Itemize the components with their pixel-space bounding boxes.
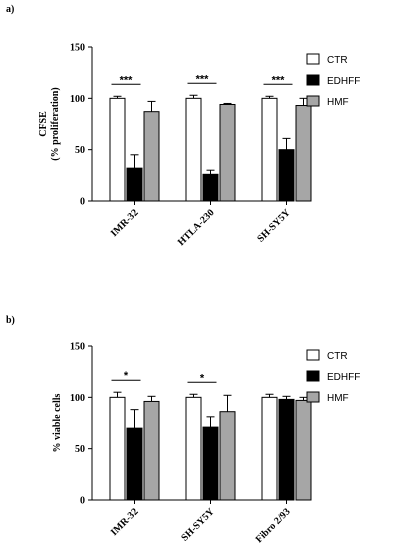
legend-label: CTR xyxy=(327,351,348,362)
y-axis-label: CFSE xyxy=(38,111,49,137)
y-tick-label: 100 xyxy=(70,94,85,105)
chart-panel-b: b) % viable cells 0 50 100 150 IMR-32 * SH-SY5Y *… xyxy=(6,315,360,545)
bar-ctr-sh-sy5y xyxy=(185,396,202,501)
bar-hmf-fibro-2-93 xyxy=(295,399,312,501)
bar-hmf-imr-32 xyxy=(143,400,160,501)
significance-marker: *** xyxy=(196,73,210,85)
bar-hmf-imr-32 xyxy=(143,111,160,202)
chart-panel-a: a) CFSE (% proliferation) 0 50 100 150 IMR-32 **… xyxy=(6,4,360,248)
significance-marker: * xyxy=(124,370,129,382)
y-tick-label: 50 xyxy=(75,444,85,455)
bar-edhff-imr-32 xyxy=(126,167,143,202)
y-tick-label: 150 xyxy=(70,342,85,353)
legend-label: HMF xyxy=(327,393,349,404)
x-tick-label: SH-SY5Y xyxy=(179,506,217,544)
legend-label: EDHFF xyxy=(327,76,360,87)
legend-swatch-ctr xyxy=(306,53,320,65)
significance-marker: *** xyxy=(272,74,286,86)
legend: CTR EDHFF HMF xyxy=(306,349,360,404)
bar-edhff-sh-sy5y xyxy=(202,426,219,501)
bar-ctr-imr-32 xyxy=(109,396,126,501)
y-axis-label: % viable cells xyxy=(52,393,63,452)
bar-hmf-sh-sy5y xyxy=(219,411,236,501)
legend-swatch-ctr xyxy=(306,349,320,361)
bar-ctr-fibro-2-93 xyxy=(261,396,278,501)
y-tick-label: 150 xyxy=(70,43,85,54)
legend-swatch-edhff xyxy=(306,370,320,382)
x-tick-label: HTLA-230 xyxy=(176,207,217,248)
bar-edhff-imr-32 xyxy=(126,427,143,501)
y-tick-label: 0 xyxy=(80,197,85,208)
bar-edhff-fibro-2-93 xyxy=(278,398,295,501)
y-tick-label: 0 xyxy=(80,496,85,507)
bar-edhff-sh-sy5y xyxy=(278,149,295,202)
x-tick-label: Fibro 2/93 xyxy=(254,506,293,545)
legend-label: CTR xyxy=(327,55,348,66)
significance-marker: *** xyxy=(120,74,134,86)
legend-swatch-hmf xyxy=(306,95,320,107)
legend-label: EDHFF xyxy=(327,372,360,383)
y-axis-label: (% proliferation) xyxy=(50,87,61,160)
panel-label: b) xyxy=(6,315,15,326)
bar-ctr-imr-32 xyxy=(109,97,126,202)
y-tick-label: 100 xyxy=(70,393,85,404)
bar-ctr-sh-sy5y xyxy=(261,97,278,202)
y-tick-label: 50 xyxy=(75,145,85,156)
x-tick-label: IMR-32 xyxy=(109,207,141,239)
legend-swatch-edhff xyxy=(306,74,320,86)
x-tick-label: IMR-32 xyxy=(109,506,141,538)
bar-hmf-sh-sy5y xyxy=(295,105,312,202)
bar-hmf-htla-230 xyxy=(219,103,236,202)
bar-ctr-htla-230 xyxy=(185,97,202,202)
bar-edhff-htla-230 xyxy=(202,173,219,202)
significance-marker: * xyxy=(200,372,205,384)
legend-label: HMF xyxy=(327,97,349,108)
legend-swatch-hmf xyxy=(306,391,320,403)
panel-label: a) xyxy=(6,4,14,15)
x-tick-label: SH-SY5Y xyxy=(255,207,293,245)
legend: CTR EDHFF HMF xyxy=(306,53,360,108)
